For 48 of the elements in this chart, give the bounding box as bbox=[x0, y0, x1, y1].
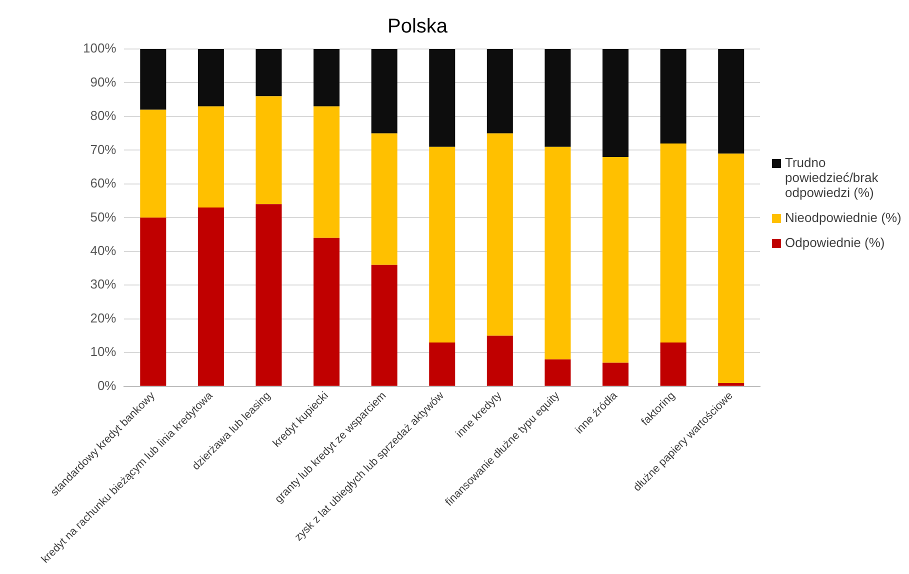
legend-label: Trudno powiedzieć/brak odpowiedzi (%) bbox=[785, 155, 880, 200]
bar bbox=[544, 359, 571, 386]
bar bbox=[718, 49, 744, 154]
bar bbox=[429, 49, 456, 147]
bar bbox=[602, 49, 629, 157]
bar bbox=[544, 146, 571, 360]
y-tick-label: 10% bbox=[90, 344, 117, 360]
y-tick-label: 40% bbox=[90, 242, 117, 258]
bar bbox=[256, 204, 282, 386]
y-tick-label: 100% bbox=[83, 40, 117, 56]
y-tick-label: 70% bbox=[90, 142, 117, 157]
bar bbox=[660, 143, 686, 342]
bar bbox=[140, 218, 166, 386]
bar bbox=[602, 362, 629, 386]
bar bbox=[198, 106, 224, 208]
bar bbox=[602, 156, 629, 363]
bar bbox=[660, 342, 686, 386]
bar bbox=[371, 133, 398, 265]
bar bbox=[486, 336, 513, 386]
y-tick-label: 30% bbox=[90, 276, 117, 292]
bar bbox=[371, 264, 398, 386]
bar bbox=[544, 49, 571, 147]
y-tick-label: 80% bbox=[90, 108, 117, 124]
bar bbox=[314, 238, 340, 386]
bar bbox=[256, 96, 282, 204]
legend-label: Odpowiednie (%) bbox=[785, 235, 885, 250]
y-tick-label: 90% bbox=[90, 74, 117, 90]
bar bbox=[314, 106, 340, 238]
y-tick-label: 0% bbox=[97, 378, 117, 393]
bar bbox=[256, 49, 282, 96]
bar bbox=[429, 146, 456, 342]
bar bbox=[486, 133, 513, 336]
y-tick-label: 60% bbox=[90, 176, 117, 191]
bar bbox=[314, 49, 340, 106]
bar bbox=[718, 382, 744, 386]
y-tick-label: 50% bbox=[90, 209, 117, 224]
bar bbox=[140, 49, 166, 110]
bar bbox=[140, 110, 166, 218]
chart-title: Polska bbox=[387, 16, 448, 38]
bar bbox=[718, 154, 744, 383]
bar bbox=[429, 342, 456, 386]
y-tick-label: 20% bbox=[90, 310, 117, 326]
legend-label: Nieodpowiednie (%) bbox=[785, 210, 902, 225]
bar bbox=[198, 49, 224, 106]
bar bbox=[198, 208, 224, 386]
bar bbox=[371, 49, 398, 134]
bar bbox=[486, 49, 513, 134]
bar bbox=[660, 49, 686, 144]
